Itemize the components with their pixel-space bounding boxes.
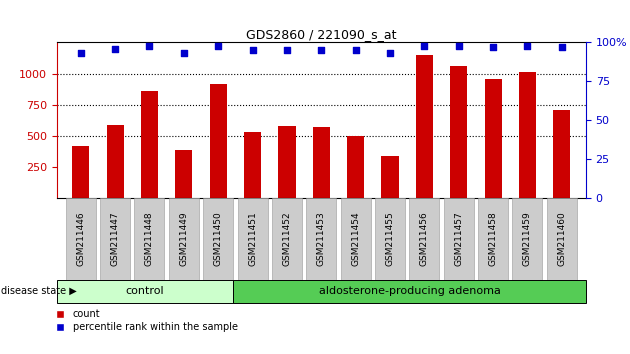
Point: [488, 44, 498, 50]
Point: [248, 47, 258, 53]
Bar: [312, 127, 330, 198]
Bar: [72, 146, 89, 198]
Text: GSM211449: GSM211449: [180, 212, 188, 266]
Text: GSM211451: GSM211451: [248, 212, 257, 266]
Bar: [210, 84, 227, 198]
Point: [454, 43, 464, 48]
Point: [76, 51, 86, 56]
Point: [282, 47, 292, 53]
Text: GSM211455: GSM211455: [386, 212, 394, 266]
Point: [316, 47, 326, 53]
Bar: [141, 91, 158, 198]
Bar: [416, 55, 433, 198]
Text: GSM211450: GSM211450: [214, 212, 223, 266]
Point: [179, 51, 189, 56]
Text: GSM211447: GSM211447: [111, 212, 120, 266]
Bar: [553, 110, 570, 198]
Bar: [381, 156, 399, 198]
Text: GSM211446: GSM211446: [76, 212, 85, 266]
Text: GSM211457: GSM211457: [454, 212, 463, 266]
Text: GSM211454: GSM211454: [351, 212, 360, 266]
Text: disease state ▶: disease state ▶: [1, 286, 76, 296]
Point: [110, 46, 120, 52]
Title: GDS2860 / 221090_s_at: GDS2860 / 221090_s_at: [246, 28, 396, 41]
Bar: [278, 126, 295, 198]
Text: GSM211458: GSM211458: [489, 212, 498, 266]
Text: GSM211453: GSM211453: [317, 212, 326, 266]
Bar: [519, 72, 536, 198]
Legend: count, percentile rank within the sample: count, percentile rank within the sample: [55, 309, 238, 332]
Text: GSM211459: GSM211459: [523, 212, 532, 266]
Point: [213, 43, 223, 48]
Text: GSM211452: GSM211452: [282, 212, 292, 266]
Bar: [106, 125, 123, 198]
Point: [557, 44, 567, 50]
Text: control: control: [125, 286, 164, 296]
Text: GSM211448: GSM211448: [145, 212, 154, 266]
Text: GSM211456: GSM211456: [420, 212, 429, 266]
Bar: [175, 150, 192, 198]
Text: aldosterone-producing adenoma: aldosterone-producing adenoma: [319, 286, 500, 296]
Bar: [450, 66, 467, 198]
Point: [385, 51, 395, 56]
Bar: [484, 79, 501, 198]
Point: [351, 47, 361, 53]
Text: GSM211460: GSM211460: [558, 212, 566, 266]
Bar: [347, 136, 364, 198]
Point: [420, 43, 430, 48]
Point: [144, 43, 154, 48]
Point: [522, 43, 532, 48]
Bar: [244, 132, 261, 198]
